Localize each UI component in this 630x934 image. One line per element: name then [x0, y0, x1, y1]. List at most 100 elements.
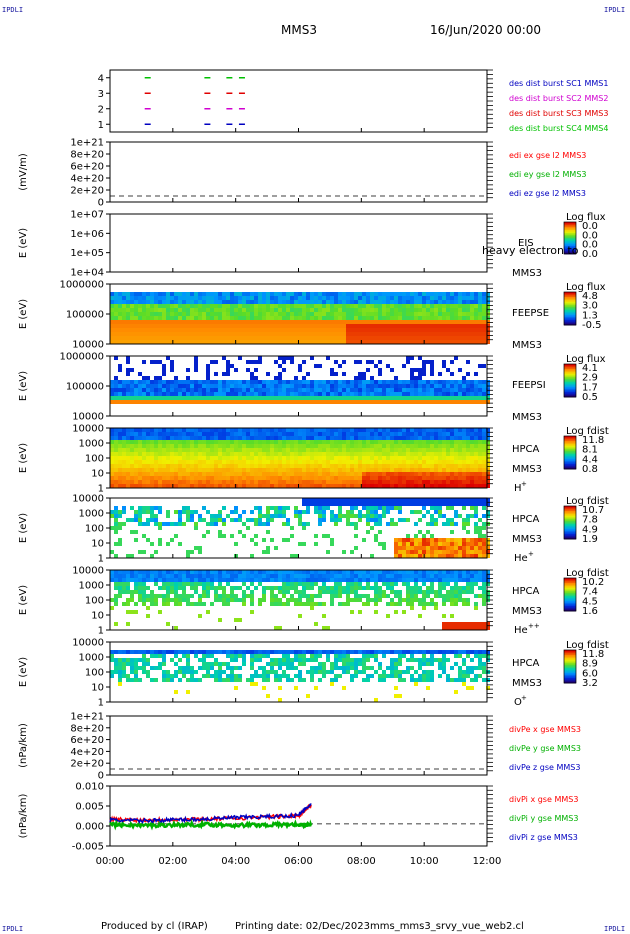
- heatmap-cell: [282, 444, 286, 448]
- heatmap-cell: [410, 594, 414, 598]
- heatmap-cell: [470, 546, 474, 550]
- heatmap-cell: [150, 464, 154, 468]
- heatmap-cell: [426, 440, 430, 444]
- heatmap-cell: [266, 388, 270, 392]
- heatmap-cell: [418, 510, 422, 514]
- heatmap-cell: [314, 476, 318, 480]
- heatmap-cell: [390, 328, 394, 332]
- heatmap-cell: [134, 440, 138, 444]
- heatmap-cell: [242, 602, 246, 606]
- heatmap-cell: [390, 400, 394, 404]
- heatmap-cell: [422, 392, 426, 396]
- heatmap-cell: [222, 578, 226, 582]
- heatmap-cell: [406, 582, 410, 586]
- heatmap-cell: [346, 602, 350, 606]
- heatmap-cell: [270, 460, 274, 464]
- heatmap-cell: [366, 514, 370, 518]
- heatmap-cell: [366, 440, 370, 444]
- heatmap-cell: [418, 452, 422, 456]
- legend-entry: edi ez gse l2 MMS3: [509, 189, 586, 198]
- heatmap-cell: [362, 332, 366, 336]
- heatmap-cell: [238, 618, 242, 622]
- heatmap-cell: [186, 324, 190, 328]
- colorbar-cell: [564, 313, 576, 316]
- heatmap-cell: [390, 428, 394, 432]
- heatmap-cell: [146, 598, 150, 602]
- heatmap-cell: [122, 436, 126, 440]
- heatmap-cell: [130, 336, 134, 340]
- heatmap-cell: [310, 340, 314, 344]
- heatmap-cell: [226, 440, 230, 444]
- heatmap-cell: [302, 468, 306, 472]
- heatmap-cell: [198, 304, 202, 308]
- heatmap-cell: [458, 480, 462, 484]
- heatmap-cell: [142, 578, 146, 582]
- heatmap-cell: [286, 316, 290, 320]
- heatmap-cell: [390, 304, 394, 308]
- heatmap-cell: [322, 570, 326, 574]
- heatmap-cell: [234, 464, 238, 468]
- heatmap-cell: [130, 440, 134, 444]
- heatmap-cell: [386, 384, 390, 388]
- heatmap-cell: [298, 312, 302, 316]
- heatmap-cell: [218, 392, 222, 396]
- heatmap-cell: [210, 472, 214, 476]
- heatmap-cell: [310, 300, 314, 304]
- instrument-label: FEEPSI: [512, 380, 546, 391]
- heatmap-cell: [354, 320, 358, 324]
- heatmap-cell: [174, 598, 178, 602]
- heatmap-cell: [122, 452, 126, 456]
- heatmap-cell: [350, 432, 354, 436]
- heatmap-cell: [186, 472, 190, 476]
- heatmap-cell: [362, 480, 366, 484]
- heatmap-cell: [478, 444, 482, 448]
- heatmap-cell: [194, 440, 198, 444]
- heatmap-cell: [258, 400, 262, 404]
- heatmap-cell: [374, 538, 378, 542]
- heatmap-cell: [450, 392, 454, 396]
- heatmap-cell: [214, 586, 218, 590]
- heatmap-cell: [446, 460, 450, 464]
- heatmap-cell: [406, 464, 410, 468]
- heatmap-cell: [210, 436, 214, 440]
- heatmap-cell: [406, 304, 410, 308]
- heatmap-cell: [354, 582, 358, 586]
- heatmap-cell: [378, 428, 382, 432]
- heatmap-cell: [438, 432, 442, 436]
- heatmap-cell: [470, 472, 474, 476]
- heatmap-cell: [378, 324, 382, 328]
- heatmap-cell: [282, 586, 286, 590]
- heatmap-cell: [150, 308, 154, 312]
- heatmap-cell: [442, 498, 446, 502]
- heatmap-cell: [358, 578, 362, 582]
- heatmap-cell: [198, 444, 202, 448]
- heatmap-cell: [394, 324, 398, 328]
- heatmap-cell: [378, 590, 382, 594]
- heatmap-cell: [114, 340, 118, 344]
- heatmap-cell: [166, 472, 170, 476]
- heatmap-cell: [458, 464, 462, 468]
- heatmap-cell: [358, 384, 362, 388]
- heatmap-cell: [294, 400, 298, 404]
- heatmap-cell: [278, 376, 282, 380]
- heatmap-cell: [350, 610, 354, 614]
- heatmap-cell: [274, 336, 278, 340]
- heatmap-cell: [202, 296, 206, 300]
- heatmap-cell: [358, 360, 362, 364]
- heatmap-cell: [274, 316, 278, 320]
- heatmap-cell: [178, 444, 182, 448]
- heatmap-cell: [122, 484, 126, 488]
- heatmap-cell: [430, 578, 434, 582]
- heatmap-cell: [330, 586, 334, 590]
- heatmap-cell: [450, 460, 454, 464]
- heatmap-cell: [158, 578, 162, 582]
- y-axis-label: E (eV): [18, 299, 29, 329]
- heatmap-cell: [134, 480, 138, 484]
- heatmap-cell: [178, 460, 182, 464]
- heatmap-cell: [346, 324, 350, 328]
- heatmap-cell: [226, 400, 230, 404]
- heatmap-cell: [442, 312, 446, 316]
- heatmap-cell: [410, 384, 414, 388]
- heatmap-cell: [486, 400, 490, 404]
- heatmap-cell: [122, 292, 126, 296]
